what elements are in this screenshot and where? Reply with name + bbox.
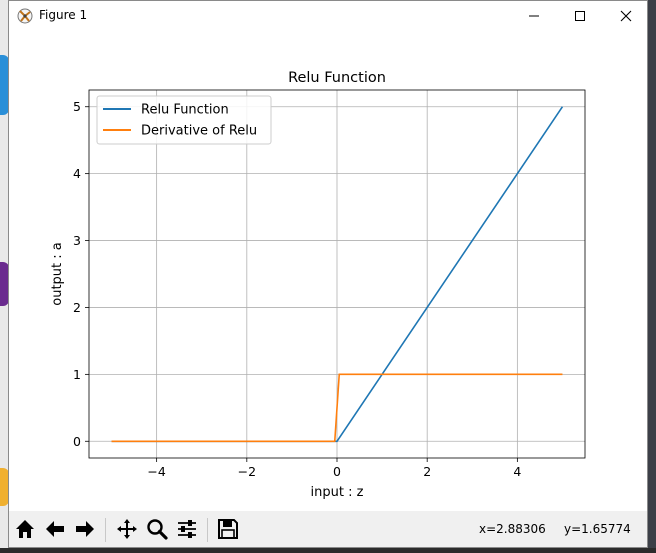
- toolbar-separator: [105, 518, 106, 542]
- close-icon: [620, 10, 632, 22]
- x-tick-label: 2: [423, 464, 431, 479]
- y-tick-label: 1: [73, 367, 81, 382]
- chart-title: Relu Function: [288, 70, 386, 86]
- configure-subplots-button[interactable]: [173, 515, 201, 543]
- legend: Relu Function Derivative of Relu: [96, 95, 272, 145]
- save-icon: [218, 519, 238, 539]
- forward-arrow-icon: [76, 521, 94, 537]
- matplotlib-app-icon: [17, 8, 33, 24]
- maximize-icon: [575, 11, 585, 21]
- y-tick-label: 3: [73, 233, 81, 248]
- y-axis-label: output : a: [50, 242, 65, 306]
- back-button[interactable]: [41, 515, 69, 543]
- figure-canvas[interactable]: −4 −2 0 2 4 0 1 2 3 4 5 Relu Function input : z ou…: [9, 31, 647, 511]
- back-arrow-icon: [46, 521, 64, 537]
- forward-button[interactable]: [71, 515, 99, 543]
- window-title: Figure 1: [39, 8, 88, 22]
- y-tick-label: 4: [73, 166, 81, 181]
- pan-icon: [117, 519, 137, 539]
- series-line-derivative: [111, 373, 563, 443]
- y-tick-label: 0: [73, 434, 81, 449]
- desktop-icon-purple: [0, 262, 9, 306]
- x-tick-label: −2: [238, 464, 256, 479]
- y-tick-label: 2: [73, 300, 81, 315]
- navigation-toolbar: x=2.88306 y=1.65774: [9, 511, 647, 547]
- save-button[interactable]: [214, 515, 242, 543]
- x-tick-label: 0: [333, 464, 341, 479]
- x-tick-label: −4: [147, 464, 165, 479]
- figure-window: Figure 1 −4 −2 0 2 4 0 1 2 3 4 5 Relu Function inp…: [8, 0, 648, 548]
- home-icon: [16, 520, 34, 538]
- taskbar-edge: [0, 548, 656, 553]
- cursor-x-readout: x=2.88306: [479, 522, 546, 536]
- toolbar-separator: [207, 518, 208, 542]
- minimize-icon: [529, 15, 539, 17]
- configure-subplots-icon: [178, 520, 196, 538]
- close-button[interactable]: [603, 1, 649, 31]
- x-axis-label: input : z: [311, 485, 364, 500]
- zoom-button[interactable]: [143, 515, 171, 543]
- legend-label-relu: Relu Function: [141, 103, 229, 118]
- legend-box: [96, 95, 272, 145]
- minimize-button[interactable]: [511, 1, 557, 31]
- legend-label-derivative: Derivative of Relu: [141, 124, 257, 139]
- title-bar[interactable]: Figure 1: [9, 1, 647, 31]
- x-tick-label: 4: [513, 464, 521, 479]
- pan-button[interactable]: [113, 515, 141, 543]
- maximize-button[interactable]: [557, 1, 603, 31]
- home-button[interactable]: [11, 515, 39, 543]
- desktop-icon-blue: [0, 55, 9, 115]
- cursor-y-readout: y=1.65774: [564, 522, 631, 536]
- y-tick-label: 5: [73, 99, 81, 114]
- zoom-icon: [147, 519, 168, 540]
- desktop-edge: [0, 0, 9, 553]
- relu-chart[interactable]: −4 −2 0 2 4 0 1 2 3 4 5 Relu Function input : z ou…: [9, 31, 647, 511]
- desktop-icon-yellow: [0, 468, 9, 506]
